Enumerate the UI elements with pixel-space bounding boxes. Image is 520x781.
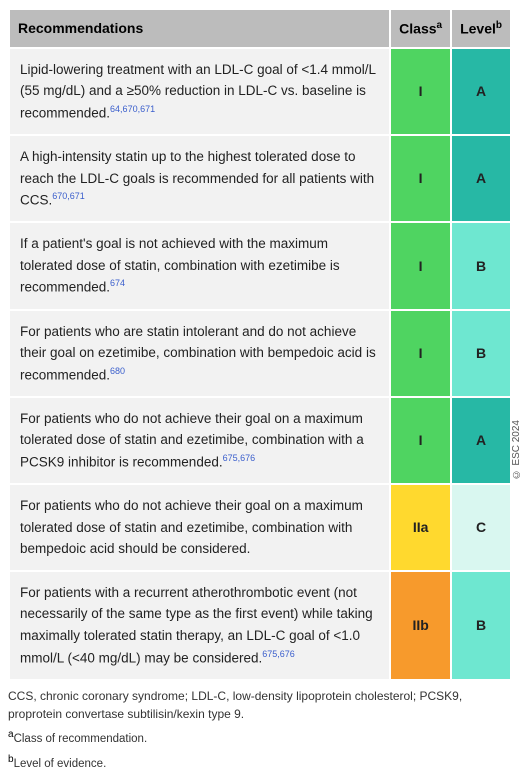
reference-superscript: 675,676	[262, 649, 295, 659]
level-cell: B	[451, 571, 511, 680]
table-row: Lipid-lowering treatment with an LDL-C g…	[9, 48, 511, 135]
class-cell: I	[390, 48, 451, 135]
recommendation-cell: For patients with a recurrent atherothro…	[9, 571, 390, 680]
table-row: If a patient's goal is not achieved with…	[9, 222, 511, 309]
level-cell: A	[451, 135, 511, 222]
table-row: A high-intensity statin up to the highes…	[9, 135, 511, 222]
copyright-label: © ESC 2024	[511, 420, 520, 479]
header-recommendations: Recommendations	[9, 9, 390, 48]
reference-superscript: 675,676	[223, 453, 256, 463]
recommendation-cell: For patients who do not achieve their go…	[9, 484, 390, 571]
level-cell: A	[451, 48, 511, 135]
class-cell: IIa	[390, 484, 451, 571]
footnote-b: bLevel of evidence.	[8, 752, 512, 773]
class-cell: I	[390, 222, 451, 309]
footnote-a: aClass of recommendation.	[8, 727, 512, 748]
reference-superscript: 670,671	[52, 191, 85, 201]
header-level: Levelb	[451, 9, 511, 48]
class-cell: IIb	[390, 571, 451, 680]
recommendation-cell: For patients who do not achieve their go…	[9, 397, 390, 484]
level-cell: B	[451, 310, 511, 397]
table-row: For patients who are statin intolerant a…	[9, 310, 511, 397]
level-cell: B	[451, 222, 511, 309]
table-row: For patients who do not achieve their go…	[9, 484, 511, 571]
reference-superscript: 680	[110, 366, 125, 376]
reference-superscript: 64,670,671	[110, 104, 155, 114]
level-cell: A	[451, 397, 511, 484]
header-class: Classa	[390, 9, 451, 48]
class-cell: I	[390, 135, 451, 222]
class-cell: I	[390, 310, 451, 397]
reference-superscript: 674	[110, 278, 125, 288]
recommendation-cell: A high-intensity statin up to the highes…	[9, 135, 390, 222]
recommendation-cell: If a patient's goal is not achieved with…	[9, 222, 390, 309]
level-cell: C	[451, 484, 511, 571]
recommendation-cell: Lipid-lowering treatment with an LDL-C g…	[9, 48, 390, 135]
footnote-abbr: CCS, chronic coronary syndrome; LDL-C, l…	[8, 687, 512, 723]
recommendation-cell: For patients who are statin intolerant a…	[9, 310, 390, 397]
table-row: For patients with a recurrent atherothro…	[9, 571, 511, 680]
class-cell: I	[390, 397, 451, 484]
recommendations-table: Recommendations Classa Levelb Lipid-lowe…	[8, 8, 512, 681]
table-row: For patients who do not achieve their go…	[9, 397, 511, 484]
